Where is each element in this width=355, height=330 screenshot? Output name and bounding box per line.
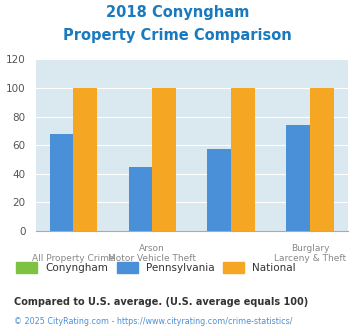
Legend: Conyngham, Pennsylvania, National: Conyngham, Pennsylvania, National: [12, 258, 300, 277]
Text: All Property Crime: All Property Crime: [32, 254, 115, 263]
Text: © 2025 CityRating.com - https://www.cityrating.com/crime-statistics/: © 2025 CityRating.com - https://www.city…: [14, 317, 293, 326]
Text: Property Crime Comparison: Property Crime Comparison: [63, 28, 292, 43]
Bar: [152, 88, 176, 231]
Text: 2018 Conyngham: 2018 Conyngham: [106, 5, 249, 20]
Bar: [50, 134, 73, 231]
Bar: [207, 149, 231, 231]
Text: Arson: Arson: [140, 244, 165, 253]
Text: Compared to U.S. average. (U.S. average equals 100): Compared to U.S. average. (U.S. average …: [14, 297, 308, 307]
Text: Larceny & Theft: Larceny & Theft: [274, 254, 346, 263]
Bar: [129, 167, 152, 231]
Text: Motor Vehicle Theft: Motor Vehicle Theft: [108, 254, 196, 263]
Text: Burglary: Burglary: [291, 244, 329, 253]
Bar: [310, 88, 334, 231]
Bar: [231, 88, 255, 231]
Bar: [286, 125, 310, 231]
Bar: [73, 88, 97, 231]
